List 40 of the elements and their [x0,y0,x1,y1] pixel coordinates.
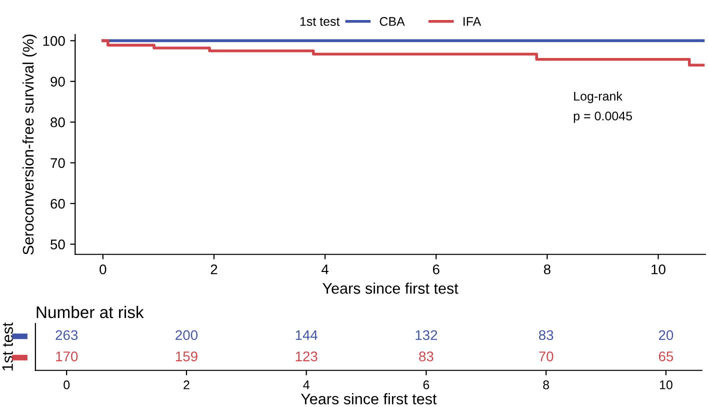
y-axis-title: Seroconversion-free survival (%) [22,34,37,255]
y-tick-label: 80 [50,117,65,128]
chart-title: Number at risk [36,306,144,318]
data-label: 83 [419,352,434,362]
x-tick-label: 8 [543,380,550,390]
y-tick-label: 100 [43,36,65,46]
x-tick-label: 0 [64,380,70,390]
data-label: 65 [658,352,674,362]
legend-label: CBA [380,17,405,26]
x-tick-label: 6 [432,264,440,274]
data-label: 83 [538,330,554,340]
x-tick-label: 10 [660,380,672,390]
data-label: 132 [416,330,438,340]
data-label: 20 [658,330,674,340]
x-tick-label: 8 [544,264,550,274]
x-tick-label: 4 [322,264,329,274]
x-axis-title: Years since first test [322,282,458,294]
x-tick-label: 2 [210,264,218,274]
data-label: 263 [56,330,78,340]
x-axis-title: Years since first test [300,393,437,404]
y-tick-label: 60 [50,198,65,209]
y-tick-label: 70 [50,158,65,168]
x-tick-label: 2 [184,380,190,390]
legend-label: IFA [464,17,482,26]
legend-title: 1st test [300,17,340,26]
data-label: 200 [176,330,198,340]
x-tick-label: 6 [423,380,430,390]
data-label: 144 [296,330,318,340]
y-tick-label: 90 [50,76,65,87]
y-tick-label: 50 [50,240,65,250]
data-label: 70 [539,352,554,362]
y-axis-title: 1st test [2,322,13,370]
data-label: 170 [56,352,78,362]
x-tick-label: 10 [652,264,666,274]
annotation: p = 0.0045 [574,112,632,123]
x-tick-label: 0 [100,264,106,274]
data-label: 123 [296,352,318,362]
annotation: Log-rank [574,91,622,104]
x-tick-label: 4 [303,380,310,390]
data-label: 159 [176,352,198,362]
